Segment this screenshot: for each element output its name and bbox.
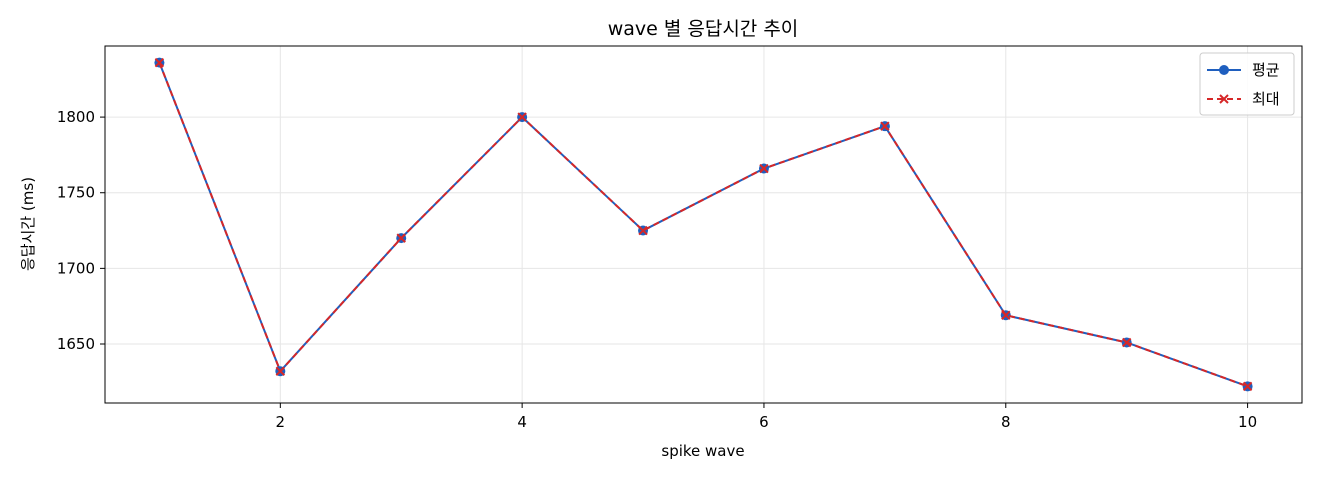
data-point [1001, 310, 1011, 320]
x-tick-label: 6 [759, 413, 769, 431]
y-tick-label: 1800 [57, 108, 95, 126]
y-tick-label: 1700 [57, 259, 95, 277]
x-tick-label: 4 [517, 413, 527, 431]
data-point [275, 366, 286, 376]
legend-marker [1219, 65, 1229, 75]
y-axis-label: 응답시간 (ms) [19, 177, 37, 271]
x-tick-label: 2 [276, 413, 286, 431]
legend-marker [1219, 94, 1229, 104]
series-1 [154, 57, 1253, 392]
x-tick-label: 8 [1001, 413, 1011, 431]
data-point [880, 121, 890, 131]
legend-label: 최대 [1252, 90, 1280, 108]
series-layer [154, 57, 1253, 392]
series-2 [154, 57, 1253, 392]
chart-title: wave 별 응답시간 추이 [608, 18, 799, 40]
series-line [158, 62, 1248, 388]
y-tick-label: 1650 [57, 335, 95, 353]
data-point [1242, 381, 1253, 392]
legend-box [1199, 52, 1295, 116]
series-line [158, 62, 1248, 388]
legend-item: 평균 [1207, 61, 1280, 79]
x-axis-label: spike wave [661, 442, 744, 460]
plot-frame [104, 45, 1303, 404]
x-tick-label: 10 [1238, 413, 1257, 431]
data-point [517, 112, 527, 122]
data-point [638, 225, 648, 236]
data-point [1121, 337, 1132, 348]
grid [105, 46, 1302, 403]
ticks: 2 4 6 8 10 1650 1700 1750 1800 [57, 108, 1257, 431]
data-point [154, 57, 165, 68]
y-tick-label: 1750 [57, 184, 95, 202]
data-point [396, 233, 406, 243]
legend-item: 최대 [1207, 90, 1280, 108]
legend-label: 평균 [1252, 61, 1280, 79]
data-point [759, 163, 769, 174]
